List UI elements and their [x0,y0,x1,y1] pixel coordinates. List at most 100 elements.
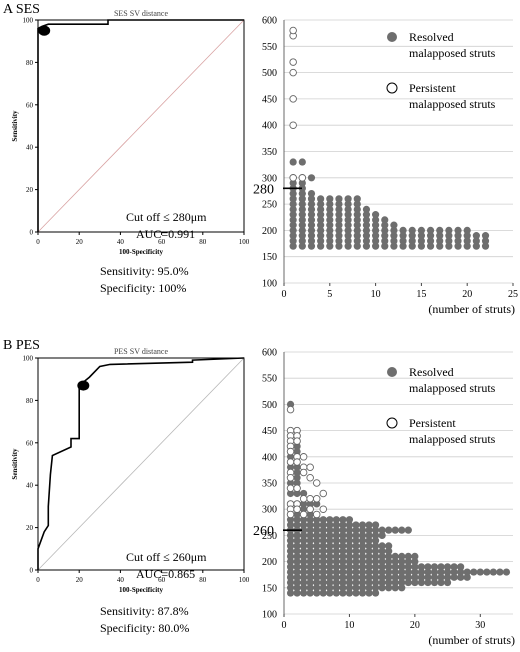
resolved-strut-point [298,200,306,208]
resolved-strut-point [300,500,308,508]
resolved-strut-point [358,558,367,566]
resolved-strut-point [326,205,334,213]
resolved-strut-point [307,216,316,224]
resolved-strut-point [399,226,407,234]
resolved-strut-point [293,537,301,545]
resolved-strut-point [293,516,301,524]
resolved-strut-point [457,573,465,581]
resolved-strut-point [306,516,314,524]
persistent-strut-point [286,458,295,466]
resolved-strut-point [289,189,297,198]
resolved-strut-point [472,242,480,250]
resolved-strut-point [306,578,314,587]
roc-y-tick-label: 0 [30,229,34,237]
resolved-strut-point [335,242,343,250]
resolved-strut-point [391,552,399,560]
resolved-strut-point [298,232,306,240]
persistent-strut-point [289,58,297,66]
roc-x-tick-label: 0 [36,576,40,584]
resolved-strut-point [378,563,386,571]
persistent-strut-point [289,26,297,35]
resolved-strut-point [404,578,412,587]
resolved-strut-point [398,568,406,576]
resolved-strut-point [339,547,347,555]
resolved-strut-point [398,563,406,571]
resolved-strut-point [445,226,453,234]
panel-b-label: B PES [3,338,40,353]
resolved-strut-point [385,584,393,592]
dot-x-tick-label: 15 [416,289,426,300]
resolved-strut-point [339,589,347,597]
panel-b-specificity: Specificity: 80.0% [100,621,189,635]
resolved-strut-point [332,516,340,524]
resolved-strut-point [436,232,444,240]
resolved-strut-point [298,158,306,166]
roc-y-axis-label: Sensitivity [11,448,19,480]
resolved-strut-point [457,563,465,571]
resolved-strut-point [353,200,361,208]
resolved-strut-point [286,563,295,571]
resolved-strut-point [339,537,347,545]
resolved-strut-point [300,589,308,597]
resolved-strut-point [332,584,340,592]
resolved-strut-point [365,521,373,529]
resolved-strut-point [300,526,308,534]
resolved-strut-point [326,573,334,581]
resolved-strut-point [345,521,354,529]
resolved-strut-point [372,558,380,566]
resolved-strut-point [306,568,314,576]
resolved-strut-point [385,542,393,550]
resolved-strut-point [326,552,334,560]
resolved-strut-point [365,542,373,550]
resolved-strut-point [306,526,314,534]
dot-y-tick-label: 250 [262,531,277,542]
resolved-strut-point [313,589,321,597]
resolved-strut-point [307,237,316,245]
resolved-strut-point [326,211,334,219]
resolved-strut-point [289,237,297,245]
resolved-strut-point [293,531,301,540]
resolved-strut-point [289,216,297,224]
resolved-strut-point [307,226,316,234]
resolved-strut-point [358,552,367,560]
resolved-strut-point [365,552,373,560]
resolved-strut-point [445,232,453,240]
resolved-strut-point [326,237,334,245]
resolved-strut-point [298,221,306,229]
resolved-strut-point [317,216,325,224]
dot-y-tick-label: 500 [262,400,277,411]
persistent-strut-point [289,95,297,103]
resolved-strut-point [293,442,301,450]
resolved-strut-point [450,573,458,581]
resolved-strut-point [339,542,347,550]
resolved-strut-point [289,221,297,229]
resolved-strut-point [365,537,373,545]
resolved-strut-point [319,526,327,534]
resolved-strut-point [300,531,308,540]
resolved-strut-point [286,463,295,471]
resolved-strut-point [326,226,334,234]
resolved-strut-point [450,568,458,576]
resolved-strut-point [390,232,398,240]
resolved-strut-point [483,568,491,576]
resolved-strut-point [332,568,340,576]
resolved-strut-point [381,221,389,229]
resolved-strut-point [391,526,399,534]
legend-persistent-label-line2: malapposed struts [409,432,496,446]
resolved-strut-point [472,232,480,240]
resolved-strut-point [391,563,399,571]
resolved-strut-point [326,568,334,576]
resolved-strut-point [335,195,343,203]
resolved-strut-point [339,563,347,571]
resolved-strut-point [372,542,380,550]
resolved-strut-point [454,232,462,240]
roc-title: SES SV distance [114,9,169,18]
dot-x-tick-label: 0 [282,289,287,300]
resolved-strut-point [339,568,347,576]
resolved-strut-point [326,200,334,208]
resolved-strut-point [470,568,478,576]
resolved-strut-point [372,211,380,219]
resolved-strut-point [436,226,444,234]
resolved-strut-point [352,558,360,566]
resolved-strut-point [300,516,308,524]
